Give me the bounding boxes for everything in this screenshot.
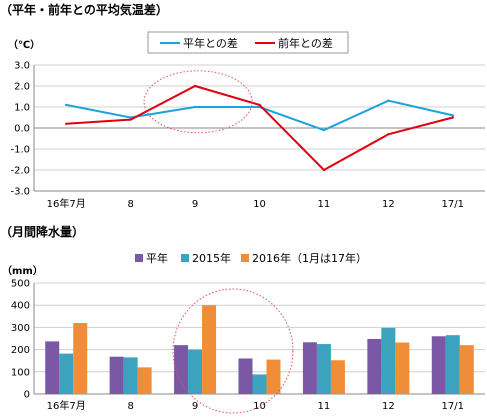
x-tick-label: 10 (253, 199, 266, 210)
bar-2016 (459, 345, 474, 394)
series-2-point (193, 84, 197, 88)
bar-2016 (330, 360, 345, 394)
legend-label: 平年との差 (183, 36, 238, 50)
series-1-point (129, 116, 132, 119)
series-1-point (65, 103, 68, 107)
y-tick-label: 3.0 (14, 61, 30, 72)
bar-normal (109, 356, 124, 394)
x-tick-label: 12 (382, 401, 395, 412)
y-tick-label: 0.0 (14, 124, 30, 135)
series-2-point (65, 122, 68, 126)
bar-2015 (188, 349, 203, 394)
y-tick-label: -3.0 (10, 187, 30, 198)
bar-2015 (381, 327, 396, 394)
bar-2015 (252, 374, 267, 394)
legend-label: 平年 (146, 251, 168, 265)
bar-2015 (316, 344, 331, 394)
y-axis-unit: （℃） (8, 38, 40, 51)
y-tick-label: 400 (11, 301, 30, 312)
x-tick-label: 9 (192, 401, 198, 412)
bar-2016 (137, 367, 152, 394)
y-tick-label: 1.0 (14, 103, 30, 114)
bar-normal (431, 336, 446, 394)
legend-swatch (241, 254, 249, 262)
bar-normal (174, 345, 189, 394)
x-tick-label: 10 (253, 401, 266, 412)
series-2-point (129, 118, 132, 121)
series-1-point (193, 105, 197, 109)
x-tick-label: 8 (127, 401, 133, 412)
x-tick-label: 17/1 (442, 401, 464, 412)
bar-2015 (445, 335, 460, 394)
temperature-chart-title: （平年・前年との平均気温差） (0, 3, 168, 17)
x-tick-label: 9 (192, 199, 198, 210)
bar-normal (238, 358, 253, 394)
bar-normal (45, 341, 60, 394)
highlight-ellipse (172, 288, 294, 414)
x-tick-label: 11 (318, 401, 331, 412)
precipitation-chart-title: （月間降水量） (0, 225, 85, 239)
y-axis-unit: （mm） (2, 264, 43, 277)
series-1-point (322, 128, 326, 132)
y-tick-label: -1.0 (10, 145, 30, 156)
temperature-line-chart: （℃） 3.0 2.0 1.0 0.0 -1.0 -2.0 -3.0 16年7月 8 9 10 11 12… (8, 31, 485, 210)
legend-label: 2015年 (192, 251, 231, 265)
series-2-point (451, 116, 454, 119)
y-tick-label: 100 (11, 367, 30, 378)
x-tick-label: 16年7月 (47, 399, 86, 412)
x-tick-label: 16年7月 (47, 197, 86, 210)
bar-2016 (202, 305, 217, 394)
legend-box (147, 31, 349, 54)
x-tick-label: 11 (318, 199, 331, 210)
y-tick-label: 500 (11, 279, 30, 290)
precipitation-bar-chart: （mm） 500 400 300 200 100 0 16年7月 8 9 10 11 12 17/1 平年 2… (2, 251, 485, 414)
y-tick-label: 300 (11, 323, 30, 334)
bar-2015 (59, 353, 74, 394)
bar-2016 (395, 342, 410, 394)
series-2-point (322, 168, 326, 172)
bar-2016 (73, 322, 88, 394)
highlight-ellipse (143, 70, 253, 134)
legend-label: 2016年（1月は17年） (252, 251, 367, 265)
y-tick-label: 0 (24, 390, 30, 401)
x-tick-label: 12 (382, 199, 395, 210)
bar-normal (367, 338, 382, 394)
bar-2016 (266, 359, 281, 394)
legend-label: 前年との差 (278, 36, 333, 50)
series-1-point (387, 99, 390, 102)
series-1-point (451, 114, 454, 117)
y-tick-label: 200 (11, 345, 30, 356)
y-tick-label: 2.0 (14, 82, 30, 93)
series-2-point (387, 133, 390, 136)
y-tick-label: -2.0 (10, 166, 30, 177)
x-tick-label: 8 (127, 199, 133, 210)
bar-normal (302, 342, 317, 394)
legend-swatch (181, 254, 189, 262)
x-tick-label: 17/1 (442, 199, 464, 210)
legend-swatch (135, 254, 143, 262)
bar-2015 (123, 357, 138, 394)
series-2-point (258, 103, 261, 107)
